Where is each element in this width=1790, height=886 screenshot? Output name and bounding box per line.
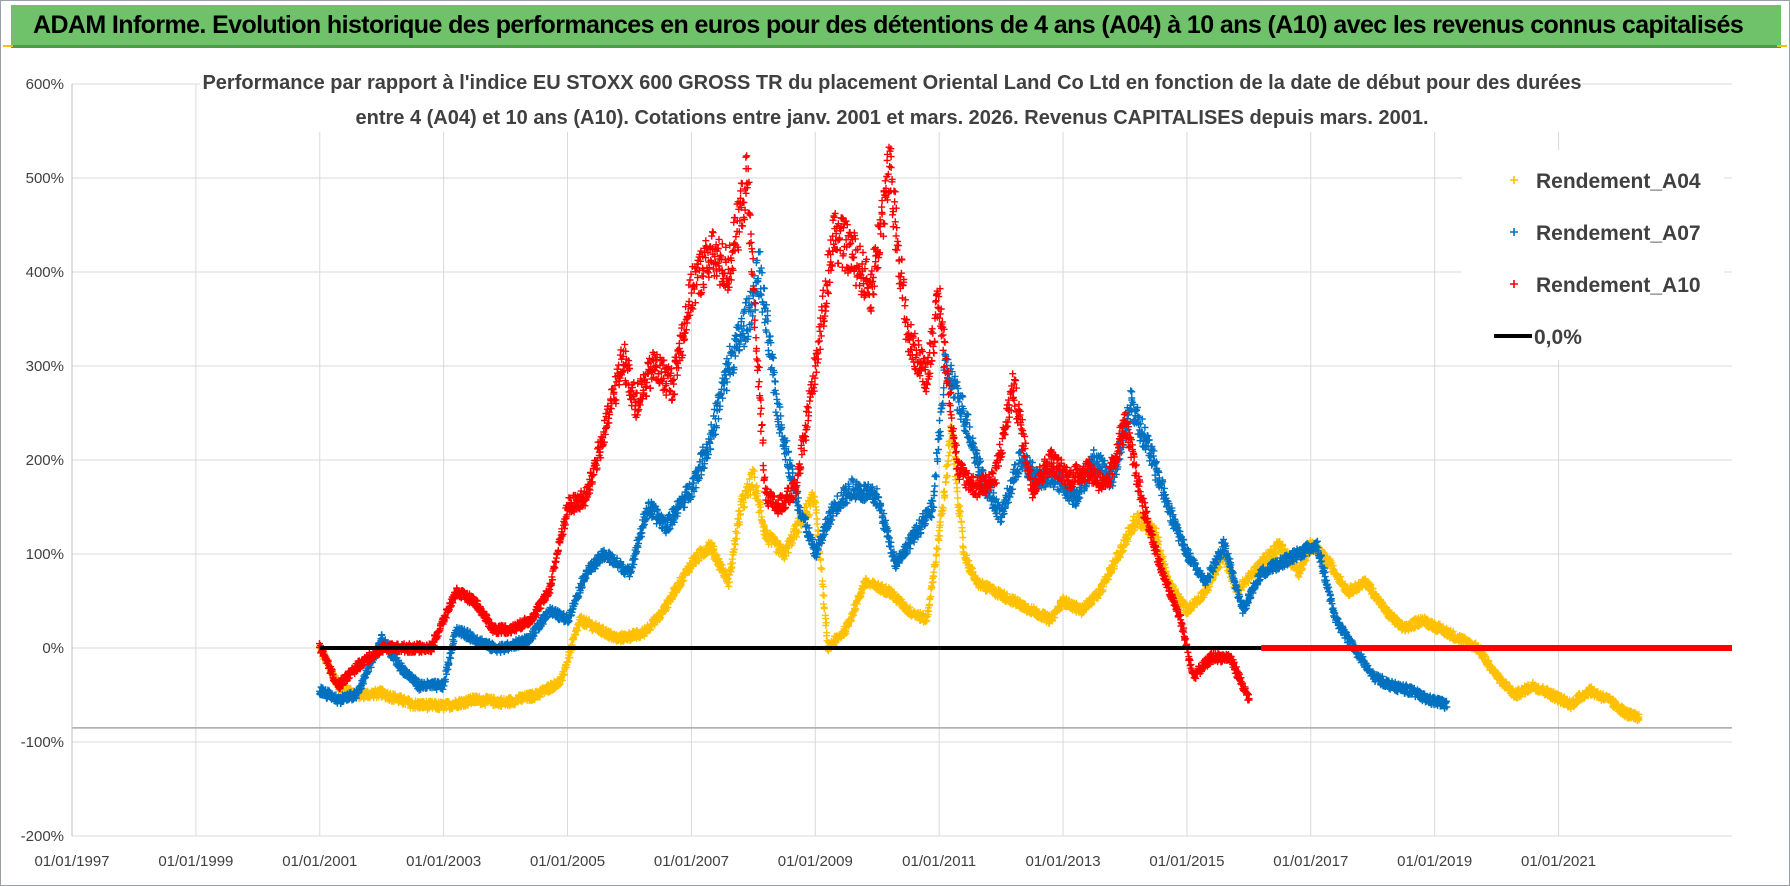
banner-corner-left — [3, 45, 13, 47]
data-point — [481, 701, 489, 709]
report-title: ADAM Informe. Evolution historique des p… — [33, 11, 1744, 39]
series-layer — [315, 143, 1732, 725]
banner-corner-right — [1777, 45, 1787, 47]
report-banner: ADAM Informe. Evolution historique des p… — [11, 5, 1781, 48]
